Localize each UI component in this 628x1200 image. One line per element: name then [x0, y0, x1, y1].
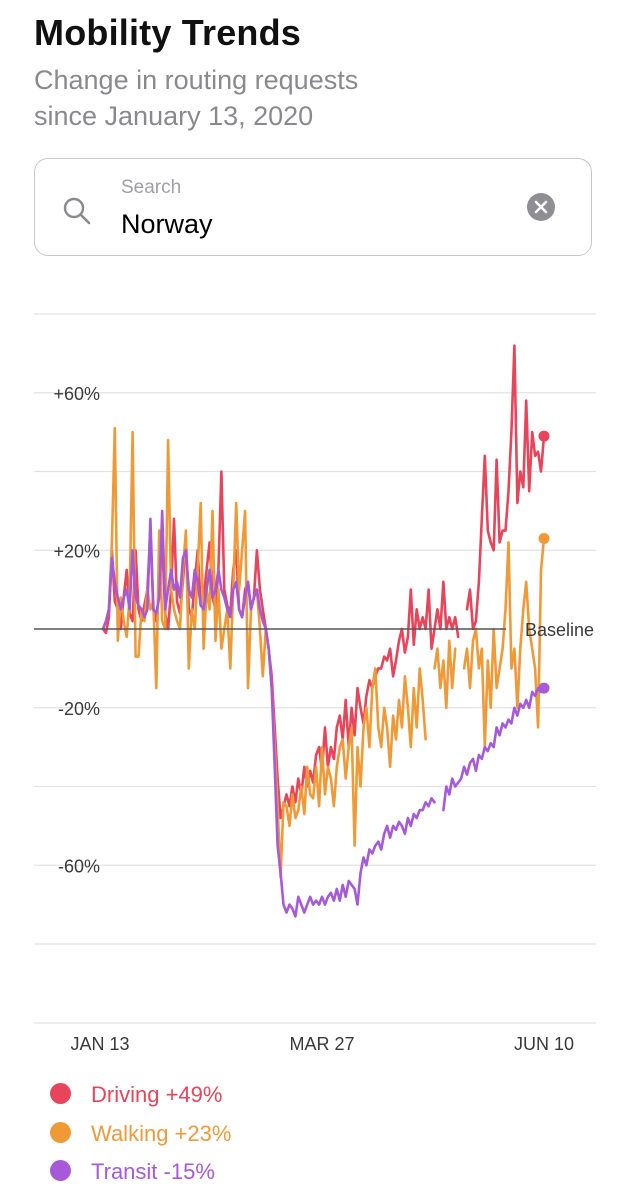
legend-dot-driving: [50, 1083, 71, 1104]
legend-label-driving: Driving +49%: [91, 1082, 223, 1107]
y-tick-label: -20%: [58, 699, 100, 719]
search-label: Search: [121, 177, 182, 198]
series-line-transit: [101, 509, 436, 918]
series-line-walking: [101, 426, 427, 879]
legend-dot-transit: [50, 1160, 71, 1181]
endpoint-driving: [538, 430, 550, 442]
page-title: Mobility Trends: [34, 12, 302, 53]
series-line-walking: [462, 537, 546, 749]
search-field[interactable]: Search Norway: [34, 158, 592, 256]
legend-label-transit: Transit -15%: [91, 1159, 215, 1184]
legend-item-transit: Transit -15%: [46, 1155, 606, 1194]
baseline-label: Baseline: [525, 620, 594, 640]
y-tick-label: +60%: [53, 384, 100, 404]
x-tick-label: MAR 27: [290, 1034, 355, 1054]
legend: Driving +49% Walking +23% Transit -15%: [46, 1078, 606, 1194]
series-lines: [101, 344, 546, 918]
x-tick-label: JUN 10: [514, 1034, 574, 1054]
search-icon: [63, 197, 91, 225]
y-tick-label: -60%: [58, 856, 100, 876]
mobility-chart: +60% +20% -20% -60% JAN 13 MAR 27 JUN 10 Baseli…: [34, 313, 596, 1054]
endpoint-transit: [538, 682, 550, 694]
legend-item-walking: Walking +23%: [46, 1117, 606, 1156]
legend-item-driving: Driving +49%: [46, 1078, 606, 1117]
clear-icon[interactable]: [527, 193, 555, 221]
endpoint-walking: [538, 532, 550, 544]
page-subtitle: Change in routing requests since January…: [34, 62, 594, 134]
search-input[interactable]: Norway: [121, 209, 213, 239]
x-tick-label: JAN 13: [70, 1034, 129, 1054]
series-walking: [101, 426, 546, 879]
legend-dot-walking: [50, 1121, 71, 1143]
y-tick-label: +20%: [53, 541, 100, 561]
series-line-transit: [442, 686, 546, 812]
series-line-driving: [465, 344, 546, 631]
series-transit: [101, 509, 546, 918]
series-line-walking: [433, 639, 457, 710]
subtitle-line-1: Change in routing requests: [34, 65, 359, 95]
legend-label-walking: Walking +23%: [91, 1120, 232, 1146]
subtitle-line-2: since January 13, 2020: [34, 101, 314, 131]
